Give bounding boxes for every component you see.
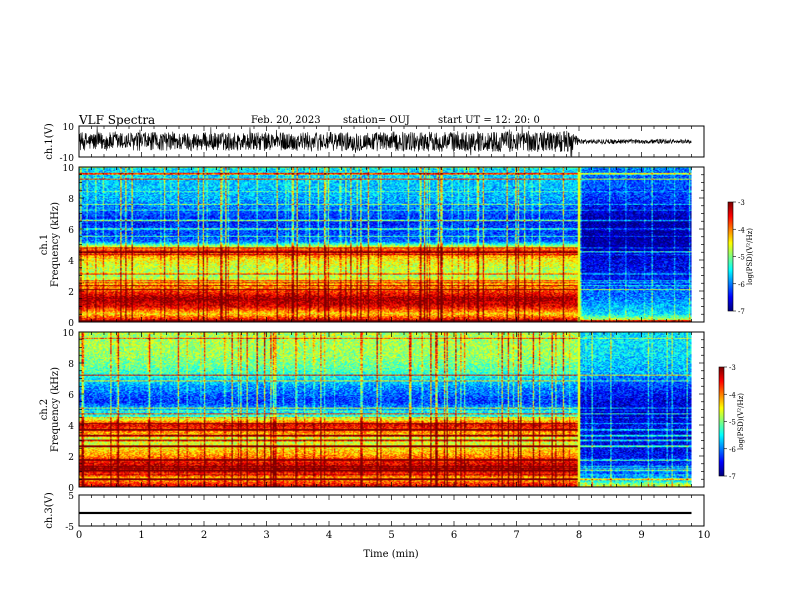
ch2-spectrogram-frequency-label: Frequency (kHz): [50, 367, 61, 452]
ch1-spectrogram-panel: 0 2 4 6 8 10 ch.1 Frequency (kHz): [39, 164, 705, 329]
frequency-tick-label: 0: [68, 484, 74, 494]
ch1-y-tick-label: 10: [63, 123, 75, 133]
frequency-tick-label: 6: [68, 226, 74, 236]
colorbar-tick-label: -7: [738, 308, 745, 316]
ch2-colorbar-ticks: -3 -4 -5 -6 -7: [724, 364, 736, 481]
frequency-tick-label: 8: [68, 360, 74, 370]
colorbar-tick-label: -5: [729, 419, 736, 427]
colorbar-tick-label: -4: [738, 226, 745, 234]
start-time-label: start UT = 12: 20: 0: [438, 115, 540, 126]
ch2-frequency-axis: 0 2 4 6 8 10: [63, 329, 704, 494]
frequency-tick-label: 2: [68, 288, 74, 298]
frequency-tick-label: 8: [68, 195, 74, 205]
ch2-spectrogram-panel: 0 2 4 6 8 10 ch.2 Frequency (kHz): [39, 329, 705, 494]
ch3-waveform-trace: [79, 511, 692, 515]
ch2-spectrogram-image: [79, 332, 704, 487]
ch3-waveform-background: [79, 495, 704, 526]
colorbar-tick-label: -7: [729, 473, 736, 481]
x-tick-label: 6: [451, 530, 457, 541]
time-axis-label: Time (min): [363, 549, 418, 560]
x-tick-label: 4: [326, 530, 332, 541]
ch1-spectrogram-x-ticks: [78, 167, 705, 322]
ch1-spectrogram-frequency-label: Frequency (kHz): [50, 202, 61, 287]
colorbar-tick-label: -3: [738, 199, 745, 207]
colorbar-tick-label: -6: [738, 281, 745, 289]
ch2-colorbar: -3 -4 -5 -6 -7 log(PSD)(V²/Hz): [718, 364, 745, 481]
frequency-tick-label: 0: [68, 319, 74, 329]
frequency-tick-label: 10: [63, 164, 75, 174]
colorbar-tick-label: -6: [729, 446, 736, 454]
x-tick-label: 2: [201, 530, 207, 541]
frequency-tick-label: 4: [68, 422, 74, 432]
frequency-tick-label: 6: [68, 391, 74, 401]
ch1-frequency-axis: 0 2 4 6 8 10: [63, 164, 704, 329]
ch1-waveform-frame: [78, 125, 705, 158]
frequency-tick-label: 10: [63, 329, 75, 339]
ch3-y-axis-label: ch.3(V): [44, 492, 55, 529]
x-tick-label: 5: [388, 530, 394, 541]
ch3-waveform-panel: 5 -5 ch.3(V) 0 1 2 3 4 5 6 7 8 9 10 Time (min): [44, 492, 710, 560]
x-tick-label: 0: [76, 530, 82, 541]
ch1-colorbar: -3 -4 -5 -6 -7 log(PSD)(V²/Hz): [727, 199, 754, 316]
ch2-spectrogram-x-ticks: [78, 332, 705, 487]
ch1-colorbar-gradient: [728, 202, 733, 311]
ch2-colorbar-gradient: [719, 367, 724, 476]
date-label: Feb. 20, 2023: [251, 115, 321, 126]
ch1-spectrogram-image: [79, 167, 704, 322]
ch3-waveform-frame: [78, 494, 705, 527]
colorbar-tick-label: -3: [729, 364, 736, 372]
time-axis: 0 1 2 3 4 5 6 7 8 9 10: [76, 495, 711, 541]
colorbar-tick-label: -5: [738, 254, 745, 262]
plot-title: VLF Spectra: [79, 113, 156, 127]
x-tick-label: 1: [138, 530, 144, 541]
x-tick-label: 8: [576, 530, 582, 541]
x-tick-label: 7: [513, 530, 519, 541]
frequency-tick-label: 2: [68, 453, 74, 463]
ch1-colorbar-label: log(PSD)(V²/Hz): [746, 228, 754, 285]
frequency-tick-label: 4: [68, 257, 74, 267]
ch3-y-tick-label: 5: [68, 492, 74, 502]
ch1-y-axis-label: ch.1(V): [44, 123, 55, 160]
ch1-spectrogram-channel-label: ch.1: [39, 234, 50, 256]
x-tick-label: 9: [638, 530, 644, 541]
station-label: station= OUJ: [343, 115, 410, 126]
ch1-waveform-panel: 10 -10 ch.1(V): [44, 123, 705, 164]
x-tick-label: 10: [698, 530, 711, 541]
colorbar-tick-label: -4: [729, 391, 736, 399]
ch2-spectrogram-channel-label: ch.2: [39, 399, 50, 421]
ch1-y-tick-label: -10: [60, 154, 75, 164]
x-tick-label: 3: [263, 530, 269, 541]
ch3-y-tick-label: -5: [65, 523, 74, 533]
ch1-y-axis: 10 -10: [60, 123, 75, 164]
ch1-waveform-trace: [79, 126, 692, 157]
ch1-colorbar-ticks: -3 -4 -5 -6 -7: [733, 199, 745, 316]
ch2-colorbar-label: log(PSD)(V²/Hz): [737, 393, 745, 450]
ch3-y-axis: 5 -5: [65, 492, 74, 533]
